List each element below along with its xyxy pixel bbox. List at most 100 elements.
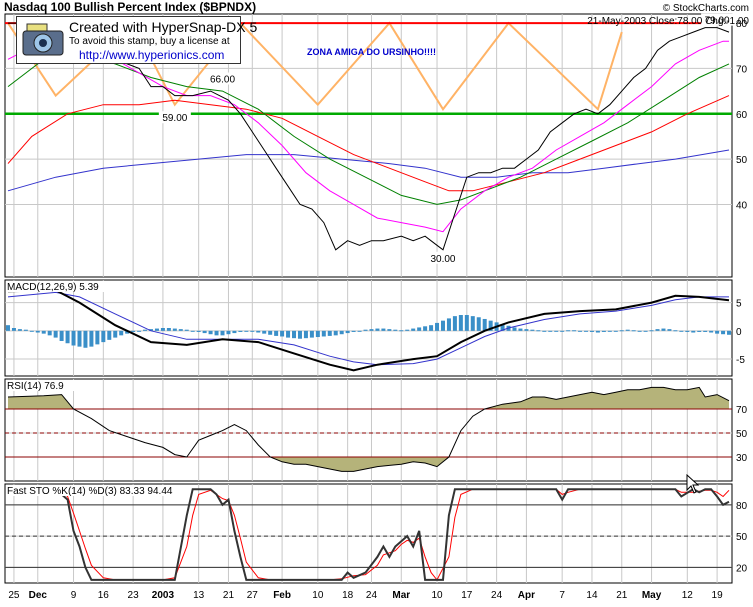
macd-histogram-bar bbox=[440, 320, 445, 331]
macd-histogram-bar bbox=[405, 329, 410, 331]
macd-histogram-bar bbox=[113, 330, 118, 338]
x-tick-label: 9 bbox=[71, 590, 77, 601]
macd-histogram-bar bbox=[256, 330, 261, 333]
macd-histogram-bar bbox=[566, 330, 571, 332]
x-tick-label: 24 bbox=[491, 590, 503, 601]
macd-histogram-bar bbox=[607, 330, 612, 332]
macd-histogram-bar bbox=[715, 330, 720, 334]
panel-macd bbox=[4, 279, 733, 377]
macd-histogram-bar bbox=[238, 330, 243, 332]
y-tick-label: 70 bbox=[736, 405, 748, 416]
stamp-title: Created with HyperSnap-DX 5 bbox=[69, 19, 258, 35]
macd-histogram-bar bbox=[71, 330, 76, 346]
stamp-license-text: To avoid this stamp, buy a license at bbox=[69, 36, 230, 47]
macd-histogram-bar bbox=[119, 330, 124, 336]
macd-histogram-bar bbox=[172, 328, 177, 331]
data-label: 30.00 bbox=[430, 254, 455, 265]
macd-histogram-bar bbox=[673, 330, 678, 332]
macd-histogram-bar bbox=[476, 317, 481, 331]
rsi-oversold-fill bbox=[7, 457, 730, 472]
macd-histogram-bar bbox=[482, 318, 487, 331]
x-tick-label: Mar bbox=[392, 590, 410, 601]
macd-histogram-bar bbox=[166, 328, 171, 331]
macd-label-bg bbox=[6, 281, 108, 292]
macd-histogram-bar bbox=[41, 330, 46, 334]
macd-histogram-bar bbox=[727, 330, 732, 335]
macd-histogram-bar bbox=[23, 329, 28, 331]
macd-histogram-bar bbox=[178, 329, 183, 331]
macd-histogram-bar bbox=[518, 328, 523, 331]
macd-histogram-bar bbox=[709, 330, 714, 333]
data-label: 59.00 bbox=[162, 113, 187, 124]
data-label-bg bbox=[206, 72, 239, 85]
macd-histogram-bar bbox=[107, 330, 112, 340]
macd-histogram-bar bbox=[369, 329, 374, 331]
macd-histogram-bar bbox=[387, 329, 392, 331]
macd-histogram-bar bbox=[560, 330, 565, 332]
mouse-cursor-icon bbox=[686, 474, 700, 494]
x-tick-label: 21 bbox=[223, 590, 235, 601]
macd-histogram-bar bbox=[292, 330, 297, 339]
macd-histogram-bar bbox=[619, 330, 624, 332]
macd-histogram-bar bbox=[458, 315, 463, 331]
macd-histogram-bar bbox=[65, 330, 70, 344]
macd-histogram-bar bbox=[77, 330, 82, 347]
rsi-label-bg bbox=[6, 380, 80, 391]
macd-histogram-bar bbox=[429, 325, 434, 331]
x-tick-label: 18 bbox=[342, 590, 354, 601]
x-tick-label: 13 bbox=[193, 590, 205, 601]
macd-histogram-bar bbox=[202, 330, 207, 334]
macd-histogram-bar bbox=[435, 322, 440, 331]
macd-histogram-bar bbox=[351, 330, 356, 332]
macd-histogram-bar bbox=[280, 330, 285, 337]
macd-histogram-bar bbox=[339, 330, 344, 335]
stamp-url-link[interactable]: http://www.hyperionics.com bbox=[79, 48, 225, 62]
y-tick-label: 50 bbox=[736, 532, 748, 543]
series-ma-slow bbox=[7, 95, 730, 192]
macd-label: MACD(12,26,9) 5.39 bbox=[7, 282, 99, 293]
macd-histogram-bar bbox=[578, 330, 583, 332]
y-tick-label: 70 bbox=[736, 64, 748, 75]
macd-histogram-bar bbox=[154, 328, 159, 331]
macd-histogram-bar bbox=[601, 330, 606, 332]
y-tick-label: 20 bbox=[736, 563, 748, 574]
macd-histogram-bar bbox=[137, 330, 142, 332]
x-tick-label: 14 bbox=[586, 590, 598, 601]
data-label: 79.00 bbox=[705, 16, 730, 27]
macd-histogram-bar bbox=[572, 330, 577, 332]
macd-histogram-bar bbox=[536, 330, 541, 332]
panel-stoch bbox=[4, 483, 733, 584]
macd-histogram-bar bbox=[214, 330, 219, 336]
macd-histogram-bar bbox=[11, 328, 16, 331]
y-tick-label: 50 bbox=[736, 429, 748, 440]
macd-histogram-bar bbox=[226, 330, 231, 335]
macd-histogram-bar bbox=[500, 324, 505, 331]
macd-histogram-bar bbox=[297, 330, 302, 339]
x-tick-label: Dec bbox=[29, 590, 48, 601]
y-tick-label: 80 bbox=[736, 501, 748, 512]
macd-histogram-bar bbox=[655, 329, 660, 331]
macd-histogram-bar bbox=[345, 330, 350, 334]
series-ma-mid bbox=[7, 54, 730, 205]
macd-histogram-bar bbox=[595, 330, 600, 333]
macd-histogram-bar bbox=[5, 325, 10, 331]
macd-histogram-bar bbox=[309, 330, 314, 338]
macd-histogram-bar bbox=[697, 330, 702, 332]
macd-histogram-bar bbox=[101, 330, 106, 343]
x-tick-label: 10 bbox=[431, 590, 443, 601]
x-tick-label: 19 bbox=[712, 590, 724, 601]
y-tick-label: 50 bbox=[736, 155, 748, 166]
macd-histogram-bar bbox=[703, 330, 708, 332]
macd-histogram-bar bbox=[53, 330, 58, 338]
macd-histogram-bar bbox=[274, 330, 279, 336]
x-tick-label: Apr bbox=[518, 590, 535, 601]
macd-histogram-bar bbox=[131, 330, 136, 332]
series-ma-long bbox=[7, 149, 730, 192]
y-tick-label: 5 bbox=[736, 299, 742, 310]
macd-histogram-bar bbox=[333, 330, 338, 336]
sto-label: Fast STO %K(14) %D(3) 83.33 94.44 bbox=[7, 486, 173, 497]
chart-title: Nasdaq 100 Bullish Percent Index ($BPNDX… bbox=[4, 0, 256, 14]
macd-histogram-bar bbox=[232, 330, 237, 334]
macd-histogram-bar bbox=[220, 330, 225, 336]
